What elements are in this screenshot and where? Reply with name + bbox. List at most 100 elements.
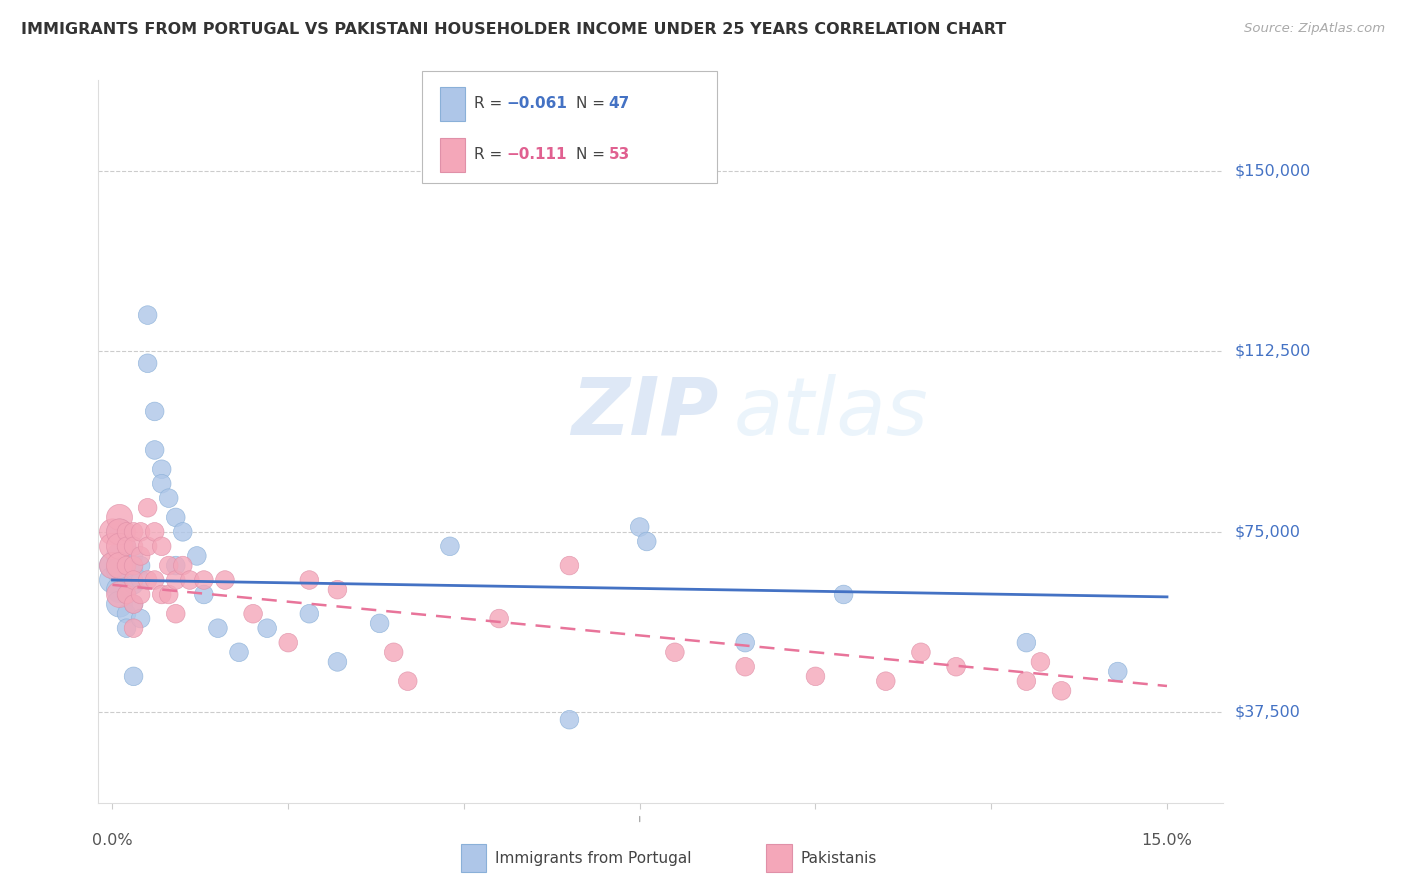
Point [101, 573, 124, 587]
Text: IMMIGRANTS FROM PORTUGAL VS PAKISTANI HOUSEHOLDER INCOME UNDER 25 YEARS CORRELAT: IMMIGRANTS FROM PORTUGAL VS PAKISTANI HO… [21, 22, 1007, 37]
Point [298, 573, 321, 587]
Point [115, 607, 138, 621]
Point [558, 558, 581, 573]
Point [108, 524, 131, 539]
Text: ZIP: ZIP [571, 374, 718, 451]
Point [832, 587, 855, 601]
Point [136, 500, 159, 515]
Point [115, 573, 138, 587]
Point [150, 539, 173, 553]
Point [108, 563, 131, 577]
Point [910, 645, 932, 659]
Text: 53: 53 [609, 147, 630, 162]
Point [193, 573, 215, 587]
Point [143, 573, 166, 587]
Point [115, 558, 138, 573]
Point [804, 669, 827, 683]
Point [172, 558, 194, 573]
Point [122, 597, 145, 611]
Point [122, 597, 145, 611]
Point [945, 659, 967, 673]
Point [129, 611, 152, 625]
Point [115, 524, 138, 539]
Point [228, 645, 250, 659]
Point [115, 621, 138, 635]
Point [115, 558, 138, 573]
Point [122, 573, 145, 587]
Point [122, 563, 145, 577]
Point [256, 621, 278, 635]
Point [628, 520, 651, 534]
Point [165, 510, 187, 524]
Point [150, 587, 173, 601]
Point [136, 308, 159, 322]
Point [122, 669, 145, 683]
Point [179, 573, 201, 587]
Point [122, 539, 145, 553]
Point [1107, 665, 1129, 679]
Text: 0.0%: 0.0% [93, 833, 132, 848]
Point [143, 404, 166, 418]
Text: 47: 47 [609, 96, 630, 112]
Point [150, 462, 173, 476]
Point [186, 549, 208, 563]
Text: $37,500: $37,500 [1234, 705, 1301, 720]
Point [108, 558, 131, 573]
Text: R =: R = [474, 96, 508, 112]
Point [636, 534, 658, 549]
Point [165, 607, 187, 621]
Point [734, 635, 756, 649]
Point [734, 659, 756, 673]
Point [277, 635, 299, 649]
Point [242, 607, 264, 621]
Point [108, 597, 131, 611]
Point [115, 539, 138, 553]
Point [136, 356, 159, 370]
Point [108, 587, 131, 601]
Point [122, 524, 145, 539]
Text: N =: N = [576, 147, 610, 162]
Text: Source: ZipAtlas.com: Source: ZipAtlas.com [1244, 22, 1385, 36]
Point [129, 549, 152, 563]
Point [396, 674, 419, 689]
Point [108, 524, 131, 539]
Point [157, 587, 180, 601]
Text: $112,500: $112,500 [1234, 343, 1310, 359]
Point [193, 587, 215, 601]
Text: $150,000: $150,000 [1234, 163, 1310, 178]
Point [129, 573, 152, 587]
Text: 15.0%: 15.0% [1142, 833, 1192, 848]
Point [157, 558, 180, 573]
Point [368, 616, 391, 631]
Text: N =: N = [576, 96, 610, 112]
Point [875, 674, 897, 689]
Text: −0.061: −0.061 [506, 96, 567, 112]
Point [558, 713, 581, 727]
Point [298, 607, 321, 621]
Point [150, 476, 173, 491]
Text: $75,000: $75,000 [1234, 524, 1301, 540]
Point [101, 539, 124, 553]
Point [115, 587, 138, 601]
Point [136, 539, 159, 553]
Point [101, 558, 124, 573]
Text: atlas: atlas [734, 374, 929, 451]
Point [129, 558, 152, 573]
Point [1015, 674, 1038, 689]
Point [115, 587, 138, 601]
Point [157, 491, 180, 505]
Point [664, 645, 686, 659]
Point [1050, 683, 1073, 698]
Point [122, 578, 145, 592]
Point [439, 539, 461, 553]
Point [207, 621, 229, 635]
Point [1015, 635, 1038, 649]
Text: Pakistanis: Pakistanis [800, 851, 876, 865]
Point [101, 524, 124, 539]
Point [326, 582, 349, 597]
Point [1029, 655, 1052, 669]
Point [101, 558, 124, 573]
Point [108, 510, 131, 524]
Point [136, 573, 159, 587]
Point [326, 655, 349, 669]
